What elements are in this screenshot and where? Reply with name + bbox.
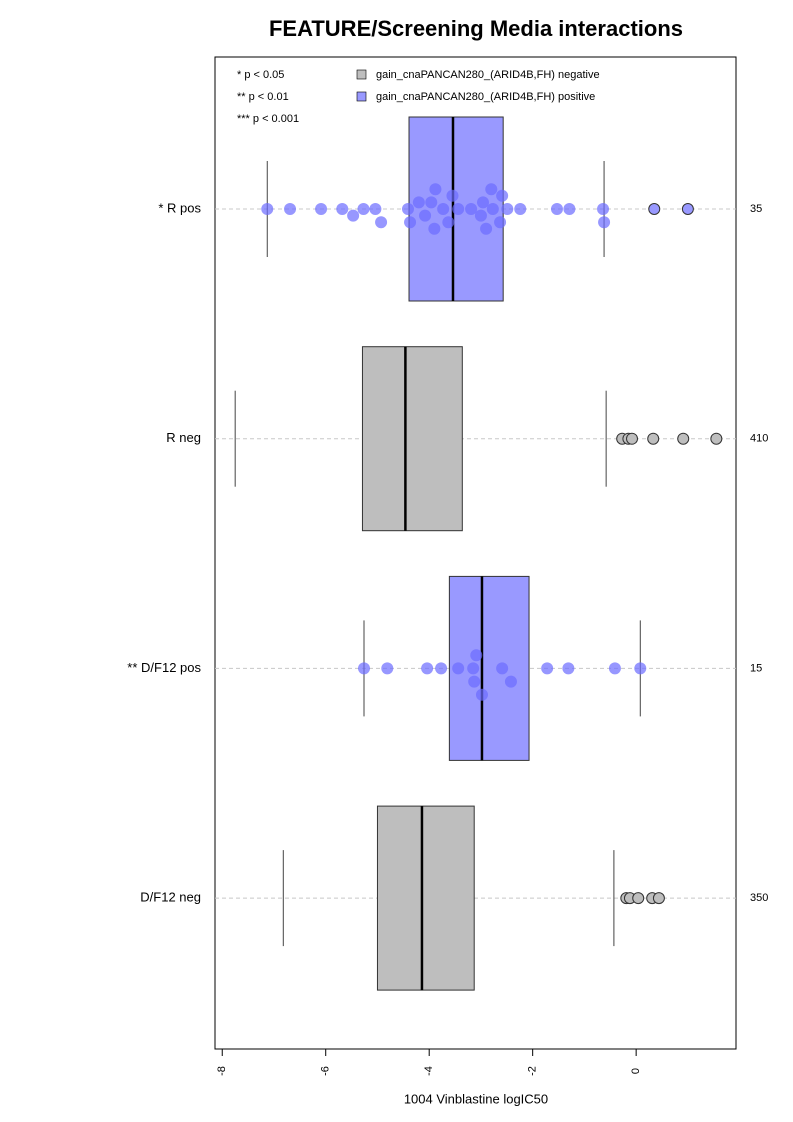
point [496,189,509,202]
count-label: 410 [750,433,768,445]
point [437,203,450,215]
point [634,662,647,675]
outlier [652,892,665,905]
x-tick-label: -4 [423,1066,435,1076]
point [404,216,417,229]
point [401,203,414,215]
point [468,675,481,688]
point [347,209,360,222]
point [315,203,328,215]
point [452,662,465,675]
outlier [647,432,660,445]
count-label: 35 [750,203,762,215]
outlier [632,892,645,905]
point [425,196,438,209]
point [429,183,442,196]
point [485,183,498,196]
point [412,196,425,209]
point [375,216,388,229]
point [504,675,517,688]
point [336,203,349,215]
x-axis-label: 1004 Vinblastine logIC50 [404,1091,548,1106]
point [470,649,483,662]
legend-label: gain_cnaPANCAN280_(ARID4B,FH) negative [376,69,600,81]
point [357,203,370,215]
point [369,203,382,215]
point [435,662,448,675]
x-tick-label: -6 [320,1066,332,1076]
point [480,222,493,235]
outlier [681,203,694,215]
point [597,203,610,215]
point [501,203,514,215]
point [608,662,621,675]
point [475,688,488,701]
point [477,196,490,209]
point [494,216,507,229]
legend-note: ** p < 0.01 [237,91,289,103]
x-tick-label: -8 [216,1066,228,1076]
point [442,216,455,229]
point [496,662,509,675]
box [361,346,463,532]
point [446,189,459,202]
legend-swatch [356,91,367,102]
x-tick-label: 0 [630,1068,642,1074]
point [419,209,432,222]
point [284,203,297,215]
point [381,662,394,675]
point [486,203,499,215]
legend-swatch [356,69,367,80]
point [598,216,611,229]
count-label: 15 [750,662,762,674]
point [465,203,478,215]
point [358,662,371,675]
point [541,662,554,675]
point [428,222,441,235]
point [421,662,434,675]
outlier [648,203,661,215]
outlier [710,432,723,445]
y-tick-label: ** D/F12 pos [127,660,201,675]
y-tick-label: * R pos [158,200,201,215]
outlier [626,432,639,445]
legend-note: *** p < 0.001 [237,113,299,125]
point [452,203,465,215]
legend-label: gain_cnaPANCAN280_(ARID4B,FH) positive [376,91,595,103]
point [563,203,576,215]
box [376,805,475,991]
point [550,203,563,215]
y-tick-label: R neg [166,430,201,445]
point [467,662,480,675]
point [562,662,575,675]
chart-title: FEATURE/Screening Media interactions [269,16,683,41]
point [514,203,527,215]
y-tick-label: D/F12 neg [140,890,201,905]
outlier [677,432,690,445]
count-label: 350 [750,892,768,904]
x-tick-label: -2 [527,1066,539,1076]
point [261,203,274,215]
legend-note: * p < 0.05 [237,69,284,81]
point [474,209,487,222]
